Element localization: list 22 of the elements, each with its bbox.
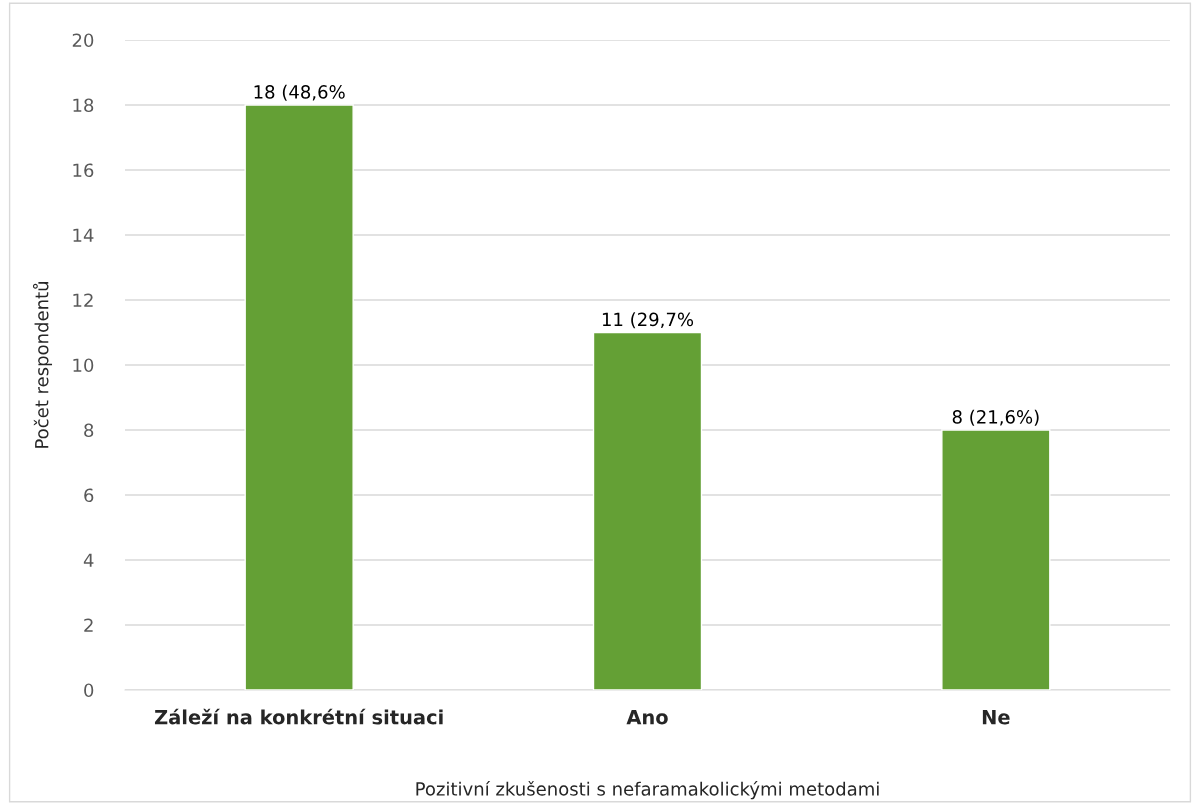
x-tick-label: Záleží na konkrétní situaci	[154, 708, 443, 725]
x-tick-label: Ano	[626, 710, 668, 725]
y-tick-label: 8	[84, 423, 94, 438]
bar	[592, 331, 703, 690]
y-tick-label: 18	[73, 98, 94, 113]
data-label: 8 (21,6%)	[952, 409, 1039, 426]
y-axis-title: Počet respondentů	[32, 282, 53, 448]
x-axis-title: Pozitivní zkušenosti s nefaramakolickými metodami	[416, 781, 879, 800]
y-tick-label: 2	[84, 618, 93, 632]
y-tick-label: 10	[73, 358, 94, 373]
x-tick-label: Ne	[982, 710, 1010, 725]
y-tick-label: 20	[72, 33, 94, 48]
y-tick-label: 4	[83, 553, 94, 567]
data-label: 18 (48,6%	[254, 84, 345, 101]
data-label: 11 (29,7%	[602, 312, 694, 329]
y-tick-label: 16	[73, 163, 94, 178]
y-tick-label: 14	[73, 228, 94, 242]
y-tick-label: 12	[73, 293, 93, 307]
y-tick-label: 6	[84, 488, 94, 503]
bar	[244, 104, 354, 690]
y-tick-label: 0	[84, 683, 94, 698]
bar	[941, 429, 1051, 690]
